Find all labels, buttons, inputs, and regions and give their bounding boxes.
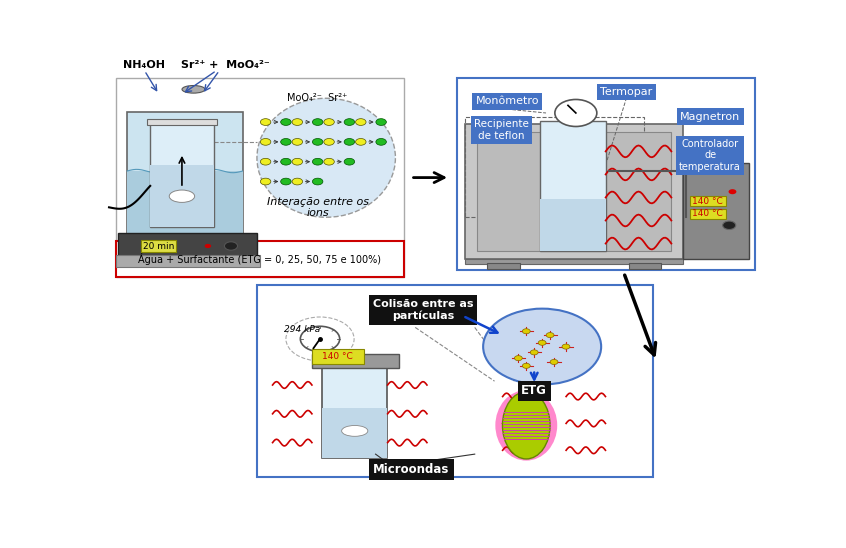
Circle shape <box>522 329 530 334</box>
Text: Recipiente
de teflon: Recipiente de teflon <box>474 119 529 141</box>
Circle shape <box>300 326 340 352</box>
Circle shape <box>224 242 238 250</box>
Ellipse shape <box>496 390 558 461</box>
Circle shape <box>205 244 212 248</box>
Text: 140 °C: 140 °C <box>693 197 723 206</box>
Text: 140 °C: 140 °C <box>322 352 354 361</box>
Circle shape <box>355 139 366 145</box>
Circle shape <box>344 158 354 165</box>
Ellipse shape <box>503 392 550 459</box>
Circle shape <box>281 158 291 165</box>
Ellipse shape <box>169 190 195 202</box>
Text: Água + Surfactante (ETG = 0, 25, 50, 75 e 100%): Água + Surfactante (ETG = 0, 25, 50, 75 … <box>139 253 382 265</box>
Circle shape <box>292 158 303 165</box>
Ellipse shape <box>342 425 368 436</box>
Bar <box>689 197 726 206</box>
Circle shape <box>344 139 354 145</box>
Circle shape <box>376 139 387 145</box>
Bar <box>116 241 404 277</box>
Bar <box>118 233 257 257</box>
Bar <box>465 124 684 259</box>
Bar <box>256 285 653 477</box>
Circle shape <box>292 139 303 145</box>
Bar <box>127 171 243 243</box>
Text: ETG: ETG <box>521 384 547 397</box>
Text: Magnetron: Magnetron <box>680 112 740 122</box>
Circle shape <box>292 178 303 185</box>
Bar <box>487 263 520 270</box>
Circle shape <box>281 139 291 145</box>
Circle shape <box>312 178 323 185</box>
Circle shape <box>538 340 546 345</box>
Text: Termopar: Termopar <box>601 87 653 97</box>
Text: Colisão entre as
partículas: Colisão entre as partículas <box>373 299 474 321</box>
Circle shape <box>261 119 271 125</box>
Bar <box>477 132 672 251</box>
Ellipse shape <box>257 98 395 217</box>
Circle shape <box>324 158 334 165</box>
Circle shape <box>312 158 323 165</box>
Bar <box>147 119 217 125</box>
Text: Sr²⁺ +  MoO₄²⁻: Sr²⁺ + MoO₄²⁻ <box>181 60 270 70</box>
Text: Controlador
de
temperatura: Controlador de temperatura <box>679 139 741 172</box>
Bar <box>540 199 606 251</box>
Text: NH₄OH: NH₄OH <box>124 60 166 70</box>
Circle shape <box>355 119 366 125</box>
Circle shape <box>324 119 334 125</box>
Text: MoO₄²⁻  Sr²⁺: MoO₄²⁻ Sr²⁺ <box>288 93 348 103</box>
Circle shape <box>514 356 522 361</box>
Circle shape <box>555 100 596 127</box>
Bar <box>465 117 645 216</box>
Circle shape <box>522 363 530 368</box>
Text: Microondas: Microondas <box>373 463 449 476</box>
Bar <box>312 355 399 368</box>
Circle shape <box>530 350 538 355</box>
Ellipse shape <box>182 85 205 93</box>
Circle shape <box>550 359 558 364</box>
Bar <box>457 78 755 270</box>
Bar <box>322 408 387 458</box>
Bar <box>116 255 260 267</box>
Text: 20 min: 20 min <box>143 242 174 250</box>
Circle shape <box>562 344 570 349</box>
Circle shape <box>312 139 323 145</box>
Circle shape <box>261 178 271 185</box>
Bar <box>540 121 606 251</box>
Circle shape <box>722 221 736 230</box>
Circle shape <box>324 139 334 145</box>
Circle shape <box>547 333 554 338</box>
Text: Monômetro: Monômetro <box>475 96 539 106</box>
Circle shape <box>312 119 323 125</box>
Bar <box>312 349 364 364</box>
Bar <box>629 263 662 270</box>
Bar <box>689 209 726 219</box>
Bar <box>151 124 214 227</box>
Bar <box>322 368 387 458</box>
Circle shape <box>483 309 602 385</box>
Circle shape <box>281 178 291 185</box>
Bar <box>465 259 684 264</box>
Circle shape <box>286 317 354 361</box>
Text: 294 kPa: 294 kPa <box>284 325 320 334</box>
Text: 140 °C: 140 °C <box>693 209 723 218</box>
Circle shape <box>281 119 291 125</box>
Circle shape <box>728 189 736 194</box>
Circle shape <box>261 139 271 145</box>
Circle shape <box>261 158 271 165</box>
Circle shape <box>344 119 354 125</box>
Circle shape <box>376 119 387 125</box>
Circle shape <box>292 119 303 125</box>
Bar <box>127 112 243 243</box>
Text: Interação entre os
ions: Interação entre os ions <box>266 197 369 218</box>
Bar <box>684 163 749 259</box>
Bar <box>116 78 404 277</box>
Bar <box>151 165 214 227</box>
